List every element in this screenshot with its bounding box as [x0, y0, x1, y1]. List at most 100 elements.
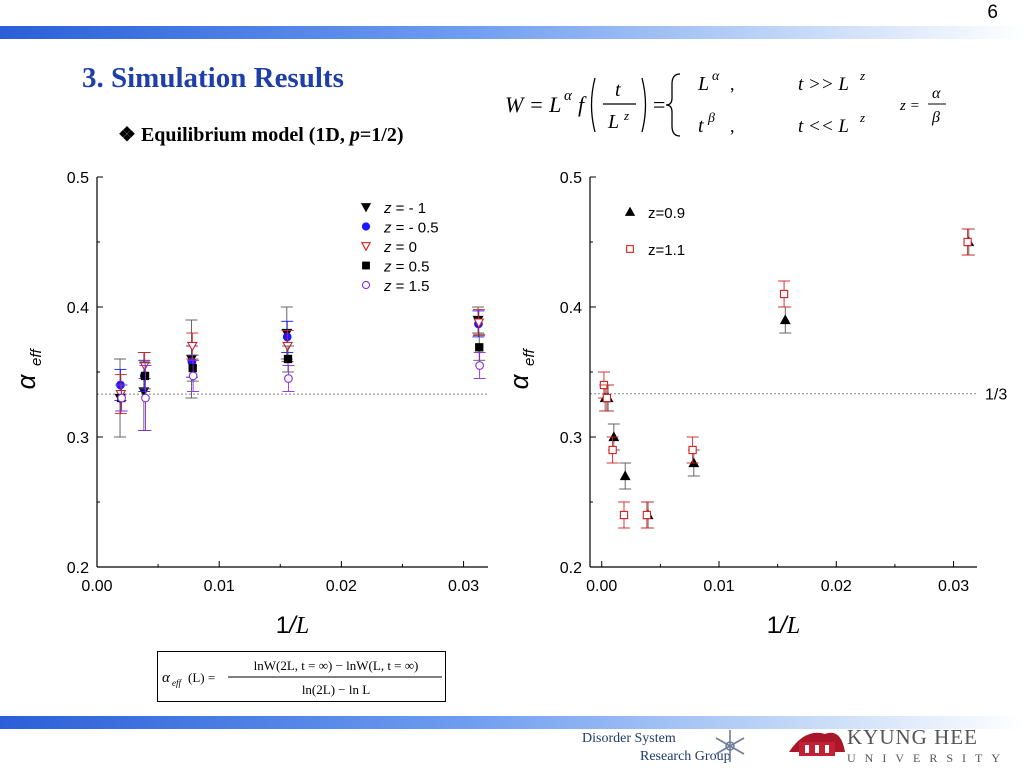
- y-axis-label: α eff: [11, 347, 45, 389]
- formula-frac-t: t: [615, 79, 621, 101]
- legend-marker: [626, 245, 634, 253]
- formula-f: f: [578, 92, 587, 117]
- data-point: [608, 445, 617, 455]
- legend-label: z = - 1: [383, 200, 426, 217]
- series-1: [597, 228, 974, 529]
- y-axis-label-symbol: α: [504, 373, 534, 389]
- data-point: [475, 361, 485, 370]
- formula-frac-L: L: [607, 111, 619, 133]
- data-point: [642, 510, 652, 520]
- x-tick-label: 0.01: [204, 578, 235, 595]
- x-tick-label: 0.03: [448, 578, 479, 595]
- alpha-eff-lhs-arg: (L) =: [188, 670, 215, 685]
- legend-label: z=0.9: [648, 205, 685, 222]
- formula-case1-alpha: α: [712, 69, 720, 84]
- y-tick-label: 0.4: [67, 300, 89, 317]
- series-1: [114, 310, 485, 402]
- dsrg-logo-line2: Research Group: [640, 749, 731, 764]
- slide-title: 3. Simulation Results: [82, 62, 344, 94]
- university-crest-icon: [789, 732, 845, 756]
- subtitle-text-before: Equilibrium model (1D,: [140, 124, 350, 146]
- bullet-icon: ❖: [118, 124, 136, 146]
- subtitle-p-symbol: p: [349, 124, 360, 146]
- charts: 0.2 0.3 0.4 0.5 0.00 0.01 0.02 0.03 1/L α eff z = -…: [11, 170, 1007, 639]
- legend-marker: [360, 242, 372, 252]
- data-point: [963, 237, 972, 247]
- data-point: [283, 354, 293, 364]
- data-point: [284, 374, 293, 383]
- x-tick-label: 0.03: [938, 578, 969, 595]
- y-axis-label-sub: eff: [28, 347, 45, 366]
- series-3: [115, 333, 486, 412]
- formula-equals: =: [653, 92, 665, 117]
- formula-ratio-den: β: [931, 109, 940, 126]
- series-4: [115, 352, 486, 431]
- x-tick-label: 0.00: [586, 578, 617, 595]
- y-tick-label: 0.2: [560, 560, 582, 577]
- formula-case1-z: z: [859, 68, 865, 83]
- formula-frac-z: z: [623, 108, 629, 123]
- y-tick-label: 0.5: [560, 170, 582, 187]
- legend-marker: [624, 206, 636, 216]
- formula-case2-comma: ,: [730, 116, 735, 136]
- y-tick-label: 0.3: [67, 430, 89, 447]
- dsrg-logo-line1: Disorder System: [582, 731, 676, 746]
- kyunghee-logo: KYUNG HEE UNIVERSITY: [789, 725, 1000, 765]
- formula-lhs-alpha: α: [564, 88, 573, 104]
- subtitle-text-after: =1/2): [359, 124, 404, 146]
- legend-label: z=1.1: [648, 242, 685, 259]
- data-point: [688, 445, 697, 455]
- data-point: [188, 371, 198, 381]
- legend-label: z = - 0.5: [383, 220, 439, 237]
- subtitle: ❖ Equilibrium model (1D, p=1/2): [118, 122, 403, 147]
- chart-right: 1/3 0.2 0.3 0.4 0.5 0.00 0.01 0.02 0.03 1/L α eff z=…: [504, 170, 1007, 639]
- page-number: 6: [987, 2, 998, 23]
- formula-case2-t: t: [698, 115, 704, 137]
- y-tick-label: 0.2: [67, 560, 89, 577]
- y-axis-label-symbol: α: [11, 373, 41, 389]
- y-tick-label: 0.3: [560, 430, 582, 447]
- x-tick-label: 0.00: [81, 578, 112, 595]
- series-2: [114, 309, 485, 415]
- y-axis-label-sub: eff: [521, 347, 538, 366]
- legend-label: z = 0: [383, 239, 417, 256]
- data-point: [475, 343, 484, 352]
- legend-label: z = 0.5: [383, 259, 429, 276]
- legend-marker: [362, 261, 370, 270]
- dsrg-logo: Disorder System Research Group: [582, 730, 745, 764]
- formula-lhs: W = L: [505, 92, 561, 117]
- alpha-eff-lhs: α: [162, 670, 171, 686]
- data-point: [779, 289, 789, 299]
- alpha-eff-denominator: ln(2L) − ln L: [302, 682, 370, 697]
- formula-case2-beta: β: [707, 111, 715, 126]
- data-point: [473, 318, 485, 329]
- data-point: [619, 510, 629, 520]
- top-band: [0, 26, 1024, 39]
- data-point: [619, 470, 631, 481]
- series-0: [114, 306, 485, 438]
- y-tick-label: 0.5: [67, 170, 89, 187]
- data-point: [141, 393, 150, 403]
- data-point: [602, 393, 612, 403]
- reference-label: 1/3: [985, 387, 1007, 404]
- alpha-eff-lhs-sub: eff: [172, 678, 182, 688]
- formula-ratio-num: α: [932, 85, 941, 102]
- x-tick-label: 0.02: [821, 578, 852, 595]
- data-point: [117, 393, 127, 403]
- y-tick-label: 0.4: [560, 300, 582, 317]
- legend-marker: [360, 203, 372, 213]
- legend-marker: [361, 222, 371, 231]
- x-axis-label: 1/L: [276, 612, 309, 639]
- legend-label: z = 1.5: [383, 278, 429, 295]
- formula-case1-cond: t >> L: [798, 74, 849, 95]
- khu-logo-line1: KYUNG HEE: [847, 725, 978, 749]
- x-tick-label: 0.01: [703, 578, 734, 595]
- formula-alpha-eff-box: α eff (L) = lnW(2L, t = ∞) − lnW(L, t = …: [157, 651, 446, 702]
- formula-case2-cond: t << L: [798, 116, 849, 137]
- bottom-band: [0, 716, 1024, 729]
- x-axis-label: 1/L: [767, 612, 800, 639]
- data-point: [186, 341, 198, 352]
- x-tick-label: 0.02: [326, 578, 357, 595]
- y-axis-label: α eff: [504, 347, 538, 389]
- snowflake-icon: [715, 730, 745, 762]
